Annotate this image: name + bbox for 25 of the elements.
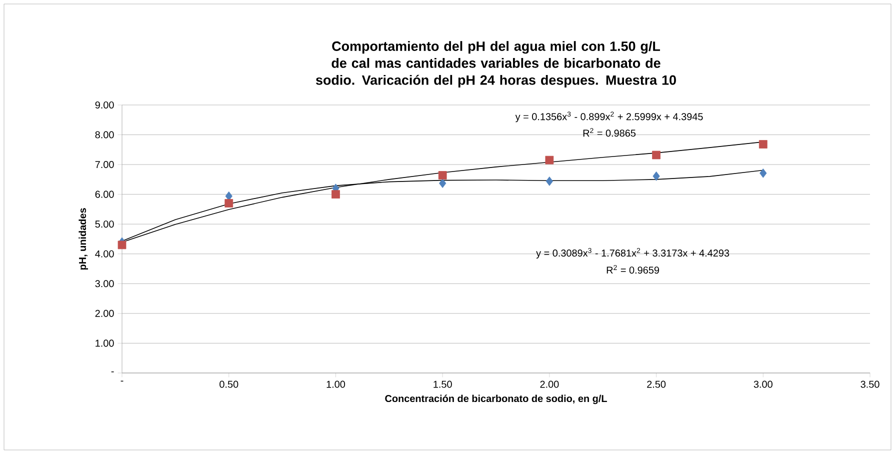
y-tick-label: 2.00	[95, 310, 114, 317]
y-axis-title: pH, unidades	[78, 208, 88, 270]
annotation: R$^{2}$ = 0.9659	[606, 265, 660, 274]
x-tick-label: -	[120, 380, 124, 382]
y-tick-label: 7.00	[95, 161, 114, 168]
chart-title: Comportamiento del pH del agua miel con 1.50 g/L de cal mas cantidades variables de bicarbonato de sodio. Varicación del pH 24 horas despues. Muestra 10	[316, 41, 676, 88]
annotation: R$^{2}$ = 0.9865	[583, 128, 636, 137]
annotation: y = 0.3089x$^{3}$ - 1.7681x$^{2}$ + 3.3173x + 4.4293	[536, 248, 730, 259]
x-axis-title: Concentración de bicarbonato de sodio, en g/L	[385, 394, 607, 404]
x-tick-label: 0.50	[220, 380, 238, 388]
y-tick-label: -	[111, 371, 114, 372]
x-tick-label: 1.50	[434, 380, 452, 388]
annotation: y = 0.1356x$^{3}$ - 0.899x$^{2}$ + 2.5999x + 4.3945	[515, 112, 703, 122]
y-tick-label: 1.00	[96, 340, 114, 347]
y-tick-label: 5.00	[95, 220, 114, 228]
y-tick-label: 4.00	[95, 250, 114, 258]
y-tick-label: 9.00	[95, 101, 114, 109]
x-tick-label: 2.00	[540, 380, 559, 388]
x-tick-label: 3.50	[860, 380, 880, 388]
y-tick-label: 6.00	[95, 190, 114, 198]
x-tick-label: 1.00	[326, 380, 346, 388]
y-tick-label: 8.00	[95, 131, 114, 138]
y-tick-label: 3.00	[95, 280, 114, 288]
x-tick-label: 3.00	[754, 380, 772, 388]
x-tick-label: 2.50	[647, 380, 666, 388]
